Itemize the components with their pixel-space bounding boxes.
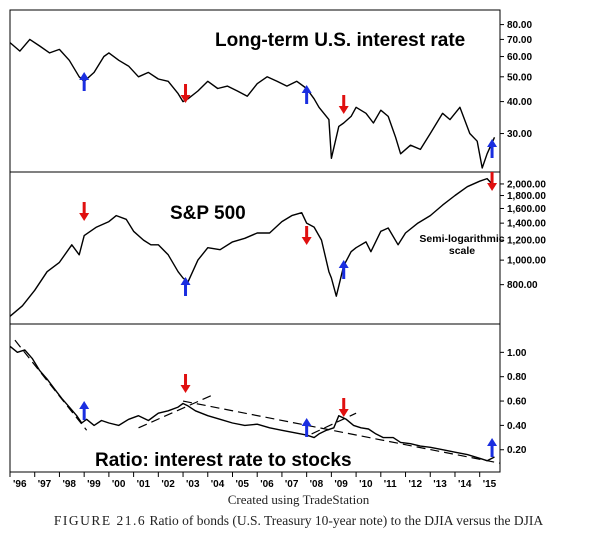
x-tick-label: '09: [334, 479, 348, 490]
x-tick-label: '11: [384, 479, 397, 490]
plot-frame: [9, 9, 501, 473]
down-arrow-icon: [180, 374, 191, 393]
down-arrow-icon: [79, 202, 90, 221]
y-tick-label: 0.60: [507, 397, 527, 408]
x-tick-label: '06: [260, 479, 274, 490]
up-arrow-icon: [301, 85, 312, 104]
down-arrow-icon: [338, 398, 349, 417]
x-tick-label: '04: [211, 479, 225, 490]
up-arrow-icon: [79, 401, 90, 420]
panel-3: 1.00 0.80 0.60 0.40 0.20 Ratio: interest rate…: [9, 323, 527, 471]
y-tick-label: 0.20: [507, 445, 527, 456]
trend-line: [182, 400, 500, 464]
series-line: [9, 38, 496, 169]
figure-caption-text: Ratio of bonds (U.S. Treasury 10-year no…: [149, 513, 544, 528]
scale-note: scale: [449, 245, 475, 257]
up-arrow-icon: [487, 139, 498, 158]
y-tick-label: 1,600.00: [507, 204, 546, 215]
chart-credit: Created using TradeStation: [227, 492, 370, 507]
y-tick-label: 1,200.00: [507, 236, 546, 247]
y-tick-label: 1,800.00: [507, 191, 546, 202]
x-tick-label: '15: [483, 479, 497, 490]
x-tick-label: '07: [285, 479, 299, 490]
y-tick-label: 50.00: [507, 72, 532, 83]
figure-label: FIGURE 21.6: [53, 513, 147, 528]
panel-title: Ratio: interest rate to stocks: [95, 450, 352, 471]
panel-1: 80.00 70.00 60.00 50.00 40.00 30.00 Long-term …: [9, 20, 532, 169]
y-tick-label: 30.00: [507, 129, 532, 140]
panel-title: S&P 500: [170, 203, 246, 224]
y-tick-label: 1,400.00: [507, 219, 546, 230]
x-tick-label: '13: [433, 479, 447, 490]
y-tick-label: 1,000.00: [507, 256, 546, 267]
down-arrow-icon: [180, 84, 191, 103]
y-tick-label: 0.80: [507, 372, 527, 383]
up-arrow-icon: [301, 418, 312, 437]
x-tick-label: '03: [186, 479, 200, 490]
x-tick-label: '02: [161, 479, 175, 490]
x-tick-label: '98: [62, 479, 76, 490]
y-tick-label: 40.00: [507, 97, 532, 108]
down-arrow-icon: [487, 172, 498, 191]
x-tick-label: '96: [13, 479, 27, 490]
y-tick-label: 80.00: [507, 20, 532, 31]
y-tick-label: 800.00: [507, 280, 538, 291]
x-tick-label: '12: [409, 479, 423, 490]
trend-line: [311, 412, 357, 435]
y-tick-label: 70.00: [507, 35, 532, 46]
down-arrow-icon: [338, 95, 349, 114]
panel-2: 2,000.001,800.00 1,600.00 1,400.00 1,200.00…: [9, 171, 546, 317]
up-arrow-icon: [487, 438, 498, 457]
x-tick-label: '10: [359, 479, 373, 490]
scale-note: Semi-logarithmic: [419, 233, 504, 245]
x-tick-label: '05: [235, 479, 249, 490]
x-tick-label: '08: [310, 479, 324, 490]
y-tick-label: 0.40: [507, 421, 527, 432]
chart-figure: 80.00 70.00 60.00 50.00 40.00 30.00 Long-term …: [9, 9, 546, 490]
x-tick-label: '14: [458, 479, 472, 490]
panel-title: Long-term U.S. interest rate: [215, 30, 465, 51]
y-tick-label: 60.00: [507, 52, 532, 63]
down-arrow-icon: [301, 226, 312, 245]
series-line: [9, 345, 495, 462]
figure-caption: FIGURE 21.6 Ratio of bonds (U.S. Treasur…: [0, 513, 597, 529]
trend-line: [138, 394, 213, 429]
y-tick-label: 2,000.00: [507, 179, 546, 190]
up-arrow-icon: [180, 277, 191, 296]
trend-line: [14, 339, 88, 431]
y-tick-label: 1.00: [507, 348, 527, 359]
series-line: [9, 177, 496, 317]
x-tick-label: '00: [112, 479, 126, 490]
x-tick-label: '99: [87, 479, 101, 490]
up-arrow-icon: [338, 260, 349, 279]
x-tick-label: '01: [137, 479, 151, 490]
x-tick-label: '97: [38, 479, 52, 490]
up-arrow-icon: [79, 72, 90, 91]
